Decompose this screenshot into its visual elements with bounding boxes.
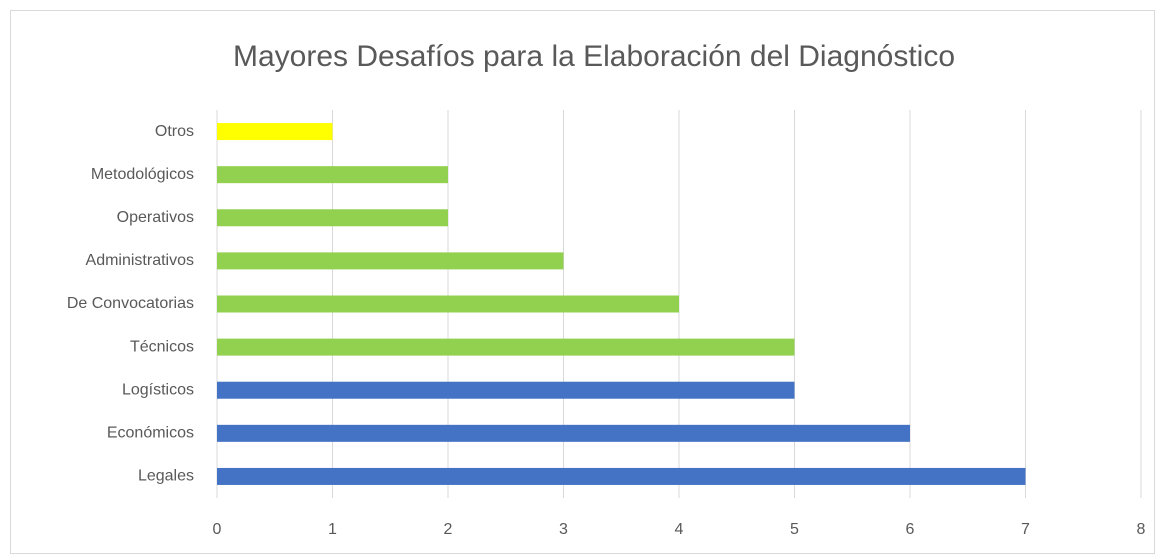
y-tick-label: Administrativos — [86, 252, 194, 269]
bar — [217, 467, 1026, 485]
y-tick-label: Económicos — [107, 425, 194, 442]
bar — [217, 209, 448, 227]
bar — [217, 424, 910, 442]
x-tick-label: 7 — [1021, 521, 1030, 538]
bar — [217, 295, 679, 313]
y-tick-label: Logísticos — [122, 381, 194, 398]
y-tick-label: Otros — [155, 123, 194, 140]
bar — [217, 166, 448, 184]
x-tick-label: 8 — [1137, 521, 1146, 538]
bar — [217, 252, 564, 270]
y-tick-label: Operativos — [117, 209, 194, 226]
bar — [217, 381, 795, 399]
x-tick-label: 5 — [790, 521, 799, 538]
y-tick-label: Metodológicos — [91, 166, 194, 183]
chart-title: Mayores Desafíos para la Elaboración del… — [233, 40, 955, 73]
x-tick-label: 3 — [559, 521, 568, 538]
x-tick-label: 4 — [675, 521, 684, 538]
y-tick-label: Técnicos — [130, 338, 194, 355]
y-tick-label: Legales — [138, 468, 194, 485]
x-tick-label: 0 — [213, 521, 222, 538]
x-tick-label: 1 — [328, 521, 337, 538]
bar — [217, 338, 795, 356]
x-tick-label: 6 — [906, 521, 915, 538]
chart-border — [10, 10, 1155, 554]
bar — [217, 123, 333, 141]
y-tick-label: De Convocatorias — [67, 295, 194, 312]
x-tick-label: 2 — [444, 521, 453, 538]
